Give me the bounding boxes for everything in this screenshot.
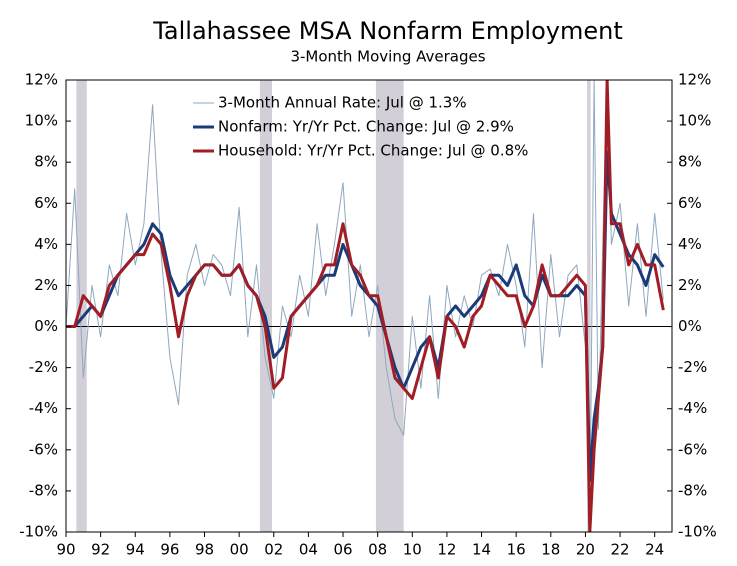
y2-tick-label: 12% (678, 71, 711, 89)
legend-label: Household: Yr/Yr Pct. Change: Jul @ 0.8% (218, 142, 528, 160)
y2-tick-label: 0% (678, 317, 702, 335)
legend-label: 3-Month Annual Rate: Jul @ 1.3% (218, 94, 467, 112)
x-tick-label: 22 (611, 541, 630, 559)
x-tick-label: 00 (230, 541, 249, 559)
x-tick-label: 18 (541, 541, 560, 559)
y2-tick-label: 8% (678, 153, 702, 171)
x-tick-label: 14 (472, 541, 491, 559)
x-tick-label: 16 (507, 541, 526, 559)
y2-tick-label: 10% (678, 112, 711, 130)
y-tick-label: 4% (34, 235, 58, 253)
series-line (66, 150, 665, 483)
x-tick-label: 20 (576, 541, 595, 559)
x-tick-label: 04 (299, 541, 318, 559)
y-tick-label: 10% (25, 112, 58, 130)
y-tick-label: -2% (29, 358, 58, 376)
y-tick-label: 6% (34, 194, 58, 212)
x-tick-label: 90 (56, 541, 75, 559)
recession-band (259, 80, 273, 532)
y-tick-label: -4% (29, 399, 58, 417)
x-tick-label: 02 (264, 541, 283, 559)
y-tick-label: -10% (19, 523, 58, 541)
x-tick-label: 12 (437, 541, 456, 559)
axes: -10% -8% -6% -4% -2% 0% 2% 4% 6% 8% 10% 12% -10% -8% -… (19, 71, 717, 559)
x-tick-label: 96 (160, 541, 179, 559)
y-tick-label: 0% (34, 317, 58, 335)
y2-tick-label: 4% (678, 235, 702, 253)
recession-band (587, 80, 591, 532)
y2-tick-label: -8% (678, 481, 707, 499)
plot-frame (65, 79, 673, 533)
y-tick-label: 2% (34, 276, 58, 294)
y-tick-label: 12% (25, 71, 58, 89)
x-tick-label: 92 (91, 541, 110, 559)
y2-tick-label: 6% (678, 194, 702, 212)
x-tick-label: 08 (368, 541, 387, 559)
chart-title: Tallahassee MSA Nonfarm Employment (152, 17, 623, 45)
legend-label: Nonfarm: Yr/Yr Pct. Change: Jul @ 2.9% (218, 118, 514, 136)
x-tick-label: 06 (333, 541, 352, 559)
x-tick-label: 10 (403, 541, 422, 559)
y2-tick-label: -10% (678, 523, 717, 541)
x-tick-label: 24 (645, 541, 664, 559)
x-tick-label: 94 (126, 541, 145, 559)
y2-tick-label: -6% (678, 440, 707, 458)
x-tick-label: 98 (195, 541, 214, 559)
plot-area (66, 80, 672, 532)
y-tick-label: -8% (29, 481, 58, 499)
y2-tick-label: -4% (678, 399, 707, 417)
y2-tick-label: 2% (678, 276, 702, 294)
y2-tick-label: -2% (678, 358, 707, 376)
y-tick-label: -6% (29, 440, 58, 458)
y-tick-label: 8% (34, 153, 58, 171)
chart-subtitle: 3-Month Moving Averages (290, 48, 485, 66)
series-line (66, 80, 665, 532)
